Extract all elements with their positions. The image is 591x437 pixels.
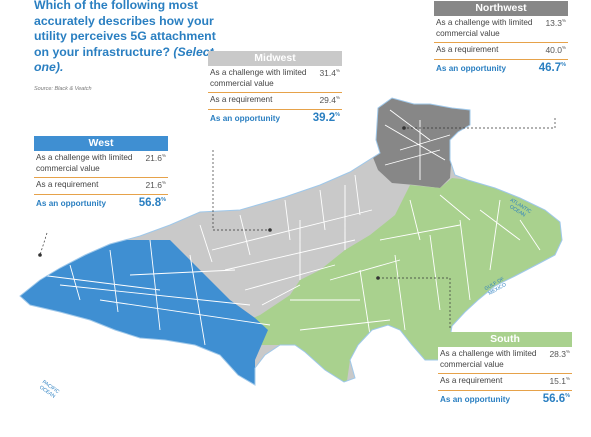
row-label: As a challenge with limited commercial v… [440,349,537,369]
source-note: Source: Black & Veatch [34,86,92,92]
question-select-note: (Select one). [34,44,214,75]
value-unit: % [561,62,566,69]
northwest-region [370,98,480,188]
row-label: As an opportunity [36,199,107,208]
row-label: As a requirement [436,45,499,54]
value-unit: % [561,45,566,51]
south-panel: South As a challenge with limited commerc… [438,332,572,410]
row-label: As an opportunity [436,64,507,73]
row-value: 29.4% [319,95,340,105]
panel-row: As a challenge with limited commercial v… [438,347,572,374]
value-number: 56.8 [138,197,162,209]
value-number: 29.4 [319,95,336,105]
panel-row: As an opportunity 39.2% [208,110,342,129]
value-number: 31.4 [319,68,336,78]
value-unit: % [561,18,566,24]
value-number: 46.7 [538,62,562,74]
panel-row: As a requirement 29.4% [208,93,342,110]
value-number: 56.6 [542,393,566,405]
row-label: As an opportunity [440,395,511,404]
panel-title: South [438,332,572,347]
value-number: 39.2 [312,112,336,124]
panel-row: As a requirement 15.1% [438,374,572,391]
value-number: 13.3 [545,18,562,28]
west-panel: West As a challenge with limited commerci… [34,136,168,214]
value-number: 21.6 [145,180,162,190]
row-value: 31.4% [319,68,340,78]
row-label: As a requirement [36,180,99,189]
value-unit: % [335,68,340,74]
row-label: As a challenge with limited commercial v… [36,153,133,173]
value-unit: % [335,112,340,119]
panel-row: As a requirement 40.0% [434,43,568,60]
row-value: 21.6% [145,153,166,163]
panel-title: Midwest [208,51,342,66]
row-value: 40.0% [545,45,566,55]
row-value: 56.6% [543,393,570,405]
row-label: As an opportunity [210,114,281,123]
row-value: 56.8% [139,197,166,209]
row-value: 39.2% [313,112,340,124]
row-label: As a challenge with limited commercial v… [436,18,533,38]
panel-row: As a challenge with limited commercial v… [208,66,342,93]
panel-title: Northwest [434,1,568,16]
value-unit: % [161,197,166,204]
panel-title: West [34,136,168,151]
survey-question: Which of the following most accurately d… [34,0,224,76]
value-unit: % [565,349,570,355]
panel-row: As a challenge with limited commercial v… [434,16,568,43]
south-region [225,178,562,385]
value-unit: % [335,95,340,101]
value-unit: % [565,376,570,382]
pacific-ocean-label: PACIFICOCEAN [37,379,60,400]
northwest-panel: Northwest As a challenge with limited com… [434,1,568,79]
value-number: 28.3 [549,349,566,359]
row-value: 46.7% [539,62,566,74]
panel-row: As an opportunity 56.6% [438,391,572,410]
value-number: 15.1 [549,376,566,386]
panel-row: As a requirement 21.6% [34,178,168,195]
state-borders [39,109,541,346]
row-label: As a requirement [210,95,273,104]
row-value: 15.1% [549,376,570,386]
row-label: As a requirement [440,376,503,385]
question-text: Which of the following most accurately d… [34,0,216,59]
callout-lines [39,118,556,328]
midwest-panel: Midwest As a challenge with limited comme… [208,51,342,129]
panel-row: As a challenge with limited commercial v… [34,151,168,178]
row-value: 13.3% [545,18,566,28]
row-value: 21.6% [145,180,166,190]
value-number: 21.6 [145,153,162,163]
value-unit: % [565,393,570,400]
row-value: 28.3% [549,349,570,359]
row-label: As a challenge with limited commercial v… [210,68,307,88]
panel-row: As an opportunity 46.7% [434,60,568,79]
value-unit: % [161,153,166,159]
value-unit: % [161,180,166,186]
panel-row: As an opportunity 56.8% [34,195,168,214]
value-number: 40.0 [545,45,562,55]
